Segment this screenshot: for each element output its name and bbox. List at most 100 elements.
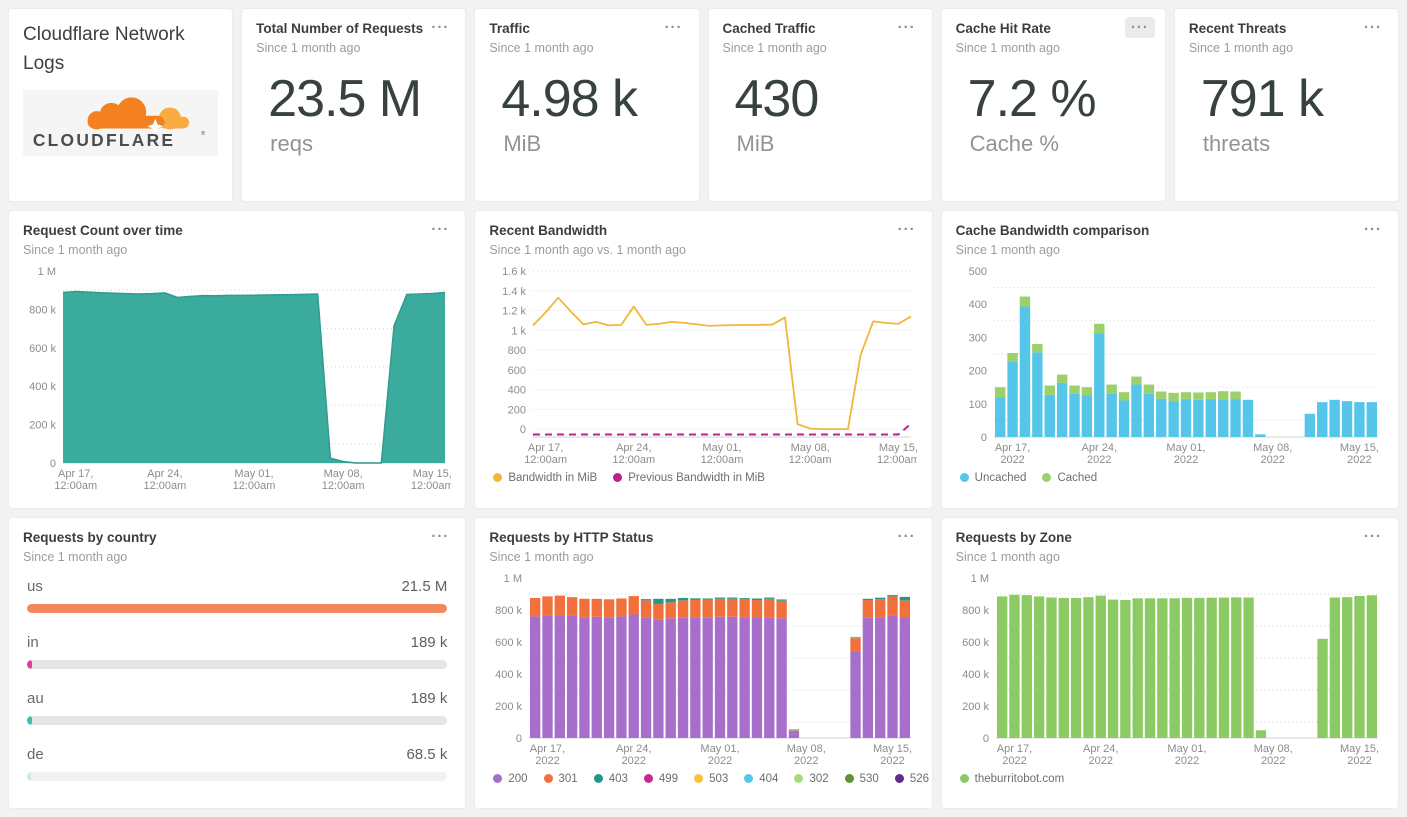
- legend-label: 526: [909, 772, 930, 785]
- legend-label: Previous Bandwidth in MiB: [628, 471, 765, 484]
- panel-title: Requests by Zone: [955, 530, 1072, 545]
- legend-item[interactable]: Uncached: [959, 472, 1026, 484]
- country-code: de: [27, 745, 44, 763]
- stat-panel-total-requests: Total Number of Requests Since 1 month a…: [241, 8, 467, 202]
- legend-label: 530: [859, 772, 879, 785]
- svg-text:Apr 17,2022: Apr 17, 2022: [530, 743, 565, 767]
- panel-menu-button[interactable]: ···: [1358, 219, 1388, 240]
- legend-item[interactable]: 404: [744, 773, 778, 785]
- legend-item[interactable]: 301: [543, 772, 578, 785]
- panel-menu-button[interactable]: ···: [892, 219, 922, 240]
- stat-row: Cloudflare Network Logs CLOUDFLARE ®: [8, 8, 1399, 202]
- svg-text:800 k: 800 k: [29, 304, 56, 316]
- panel-menu-button[interactable]: ···: [425, 526, 455, 547]
- svg-text:1.6 k: 1.6 k: [502, 266, 526, 278]
- panel-dashboard-header: Cloudflare Network Logs CLOUDFLARE ®: [8, 8, 234, 202]
- legend-item[interactable]: 530: [844, 772, 879, 785]
- panel-title: Recent Bandwidth: [489, 223, 608, 238]
- stat-panel-traffic: Traffic Since 1 month ago ··· 4.98 k MiB: [474, 8, 700, 202]
- svg-text:800 k: 800 k: [962, 605, 989, 617]
- legend-dot-icon: [1042, 473, 1052, 483]
- registered-mark: ®: [201, 130, 205, 137]
- country-code: us: [27, 577, 43, 595]
- svg-text:May 15,2022: May 15, 2022: [1340, 442, 1379, 466]
- cloud-icon: [87, 97, 190, 135]
- panel-title: Cache Bandwidth comparison: [955, 223, 1150, 238]
- svg-text:Apr 24,2022: Apr 24, 2022: [1083, 743, 1118, 767]
- legend-label: theburritobot.com: [974, 772, 1065, 785]
- svg-text:May 15,12:00am: May 15, 12:00am: [411, 468, 451, 492]
- legend-label: 499: [658, 772, 679, 785]
- panel-menu-button[interactable]: ···: [892, 17, 922, 38]
- stat-panel-cached-traffic: Cached Traffic Since 1 month ago ··· 430…: [707, 8, 933, 202]
- panel-menu-button[interactable]: ···: [1124, 17, 1155, 38]
- chart-row-1: Request Count over time Since 1 month ag…: [8, 210, 1399, 509]
- svg-text:400 k: 400 k: [962, 669, 989, 681]
- panel-menu-button[interactable]: ···: [425, 219, 455, 240]
- country-code: au: [27, 689, 44, 707]
- recent-bandwidth-legend: Bandwidth in MiB Previous Bandwidth in Mi…: [493, 472, 917, 484]
- legend-label: 301: [558, 772, 578, 785]
- svg-text:600 k: 600 k: [495, 637, 522, 649]
- panel-menu-button[interactable]: ···: [1358, 526, 1388, 547]
- svg-text:400 k: 400 k: [495, 669, 522, 681]
- legend-dot-icon: [543, 774, 553, 784]
- legend-dot-icon: [493, 774, 503, 784]
- svg-text:0: 0: [50, 458, 56, 470]
- svg-text:May 08,2022: May 08, 2022: [787, 743, 826, 767]
- legend-item[interactable]: 302: [794, 773, 829, 785]
- svg-text:May 08,12:00am: May 08, 12:00am: [789, 442, 832, 466]
- panel-subtitle: Since 1 month ago: [489, 40, 594, 55]
- svg-text:400: 400: [508, 384, 526, 396]
- panel-menu-button[interactable]: ···: [892, 526, 922, 547]
- stat-panel-cache-hit-rate: Cache Hit Rate Since 1 month ago ··· 7.2…: [940, 8, 1166, 202]
- panel-subtitle: Since 1 month ago: [1188, 40, 1294, 55]
- legend-label: Bandwidth in MiB: [508, 471, 598, 484]
- svg-text:400: 400: [968, 299, 986, 311]
- svg-text:May 08,2022: May 08, 2022: [1253, 442, 1292, 466]
- http-status-legend: 200301403499503404302530526524: [493, 772, 929, 785]
- svg-text:0: 0: [520, 424, 526, 436]
- legend-label: 403: [608, 772, 628, 785]
- country-value: 68.5 k: [406, 745, 448, 763]
- panel-menu-button[interactable]: ···: [659, 17, 689, 38]
- legend-item[interactable]: 499: [643, 772, 679, 785]
- request-count-chart: 1 M 800 k 600 k 400 k 200 k 0 Apr 17, 12:00am Ap…: [23, 263, 451, 495]
- panel-title: Total Number of Requests: [256, 21, 424, 36]
- svg-text:May 01,12:00am: May 01, 12:00am: [701, 442, 744, 466]
- stat-panel-recent-threats: Recent Threats Since 1 month ago ··· 791…: [1173, 8, 1399, 202]
- svg-text:May 08,2022: May 08, 2022: [1253, 743, 1292, 767]
- legend-item[interactable]: Bandwidth in MiB: [493, 472, 597, 484]
- legend-label: 200: [508, 772, 528, 785]
- legend-dot-icon: [613, 473, 623, 483]
- legend-dot-icon: [694, 774, 704, 784]
- svg-text:Apr 17,2022: Apr 17, 2022: [996, 743, 1031, 767]
- panel-menu-button[interactable]: ···: [1358, 17, 1388, 38]
- chart-row-2: Requests by country Since 1 month ago ··…: [8, 517, 1399, 809]
- legend-item[interactable]: Previous Bandwidth in MiB: [613, 472, 765, 484]
- stat-value: 7.2 %: [967, 69, 1097, 128]
- svg-text:500: 500: [968, 266, 986, 278]
- panel-menu-button[interactable]: ···: [425, 17, 455, 38]
- svg-text:May 15,2022: May 15, 2022: [873, 743, 912, 767]
- panel-title: Cache Hit Rate: [955, 21, 1051, 36]
- legend-item[interactable]: 403: [593, 772, 628, 785]
- legend-dot-icon: [643, 774, 653, 784]
- country-value: 189 k: [410, 689, 448, 707]
- legend-dot-icon: [959, 774, 969, 784]
- country-row: de 68.5 k: [27, 745, 448, 781]
- panel-request-count: Request Count over time Since 1 month ag…: [8, 210, 467, 509]
- legend-item[interactable]: 526: [894, 772, 930, 785]
- svg-text:600: 600: [508, 365, 526, 377]
- country-bar: [27, 659, 32, 669]
- legend-dot-icon: [959, 473, 969, 483]
- legend-item[interactable]: 503: [694, 773, 728, 785]
- legend-item[interactable]: Cached: [1042, 472, 1097, 484]
- legend-label: 503: [709, 772, 729, 785]
- legend-item[interactable]: 200: [493, 772, 528, 785]
- legend-dot-icon: [844, 774, 854, 784]
- stat-unit: MiB: [736, 130, 775, 156]
- country-bar-track: [27, 603, 448, 613]
- svg-text:Apr 24,12:00am: Apr 24, 12:00am: [143, 468, 186, 492]
- legend-item[interactable]: theburritobot.com: [959, 772, 1065, 785]
